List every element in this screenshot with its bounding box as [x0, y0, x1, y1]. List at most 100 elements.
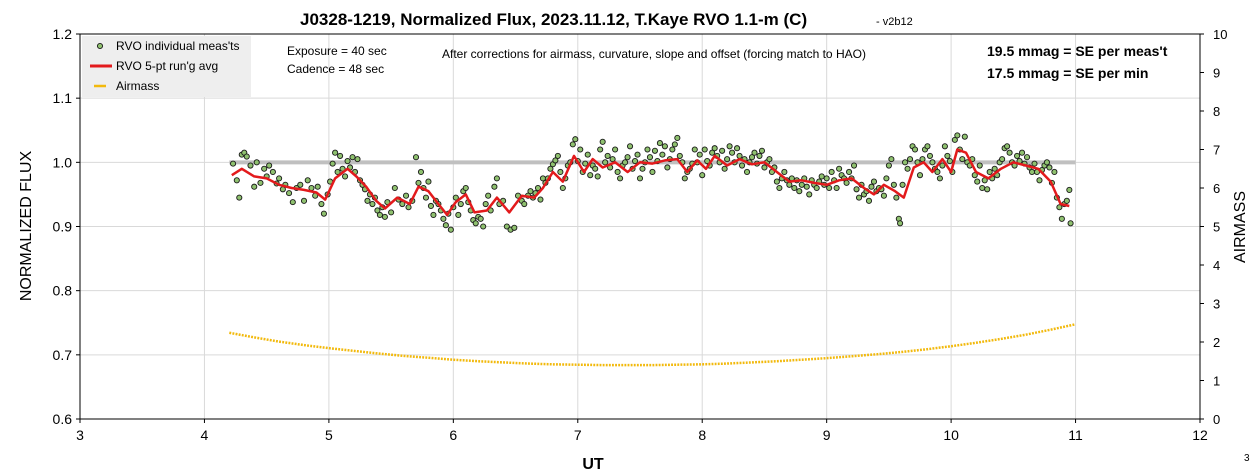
measurement-point: [828, 168, 835, 176]
measurement-point: [1028, 168, 1036, 176]
measurement-point: [332, 149, 339, 156]
measurement-point: [491, 183, 498, 190]
measurement-point: [388, 209, 395, 216]
y-axis-ticks: 0.6 0.7 0.8 0.9 1.0 1.1 1.2: [53, 26, 80, 427]
measurement-point: [440, 215, 447, 222]
measurement-point: [427, 202, 434, 210]
measurement-point: [289, 199, 296, 206]
measurement-point: [559, 184, 566, 192]
measurement-point: [462, 184, 469, 192]
measurement-point: [485, 192, 492, 199]
running-average-line: [231, 148, 1070, 217]
measurement-point: [402, 192, 410, 199]
y2-tick-label: 5: [1213, 220, 1220, 235]
measurement-point: [691, 146, 698, 153]
measurement-point: [751, 149, 758, 156]
measurement-point: [376, 211, 383, 218]
measurement-point: [602, 159, 609, 166]
measurement-point: [836, 165, 843, 172]
measurement-point: [304, 177, 311, 184]
measurement-point: [758, 147, 766, 154]
measurement-point: [870, 178, 878, 185]
measurement-point: [781, 168, 788, 176]
measurement-point: [644, 146, 651, 153]
measurement-point: [813, 184, 820, 192]
measurement-point: [646, 154, 654, 161]
measurement-point: [796, 188, 803, 195]
measurement-point: [243, 153, 250, 160]
measurement-point: [1004, 143, 1011, 150]
measurement-point: [639, 165, 646, 172]
measurement-point: [1006, 149, 1013, 156]
measurement-point: [902, 159, 909, 166]
measurement-point: [480, 223, 487, 230]
measurement-point: [636, 175, 644, 182]
measurement-point: [374, 207, 381, 214]
measurement-point: [1014, 152, 1021, 159]
measurement-point: [236, 194, 243, 201]
measurement-point: [926, 152, 934, 159]
measurement-point: [855, 194, 863, 201]
measurement-point: [999, 156, 1006, 163]
y2-tick-label: 6: [1213, 181, 1220, 196]
measurement-point: [734, 145, 741, 152]
se-per-measurement-note: 19.5 mmag = SE per meas't: [987, 43, 1168, 59]
measurement-point: [482, 200, 489, 208]
measurement-point: [442, 222, 449, 229]
measurement-point: [609, 156, 616, 163]
measurement-point: [557, 168, 564, 176]
measurement-point: [1056, 204, 1063, 211]
measurement-point: [721, 165, 728, 172]
measurement-point: [651, 147, 658, 154]
measurement-point: [984, 186, 991, 193]
measurement-point: [503, 223, 510, 230]
measurement-point: [890, 181, 897, 188]
chart-title: J0328-1219, Normalized Flux, 2023.11.12,…: [300, 10, 807, 29]
measurement-point: [726, 143, 733, 150]
measurement-point: [1036, 177, 1043, 184]
legend-dot-symbol: [96, 42, 104, 50]
measurement-point: [868, 183, 875, 190]
measurement-point: [417, 168, 425, 176]
measurement-point: [986, 168, 993, 176]
x-axis-ticks: 3 4 5 6 7 8 9 10 11 12: [76, 419, 1208, 443]
y-tick-label: 1.0: [53, 154, 73, 170]
measurement-point: [880, 192, 887, 199]
measurement-point: [719, 147, 726, 154]
measurement-point: [447, 226, 454, 233]
y2-axis-ticks: 0 1 2 3 4 5 6 7 8 9 10: [1200, 27, 1227, 427]
measurement-point: [617, 175, 624, 182]
measurement-point: [457, 200, 464, 208]
measurement-point: [701, 146, 708, 153]
measurement-point: [833, 184, 840, 192]
corrections-note: After corrections for airmass, curvature…: [442, 47, 866, 61]
y2-tick-label: 10: [1213, 27, 1227, 42]
exposure-note: Exposure = 40 sec: [287, 44, 387, 58]
measurement-point: [604, 152, 611, 159]
measurement-point: [276, 175, 283, 182]
y2-axis-label: AIRMASS: [1232, 191, 1249, 263]
measurement-point: [1023, 154, 1031, 161]
chart-version: - v2b12: [876, 16, 913, 28]
measurement-point: [251, 183, 258, 190]
measurement-point: [1018, 149, 1026, 156]
measurement-point: [477, 215, 484, 222]
measurement-point: [941, 143, 948, 150]
measurement-point: [676, 152, 683, 159]
measurement-point: [349, 154, 356, 161]
measurement-point: [253, 159, 260, 166]
measurement-point: [711, 145, 718, 152]
measurement-point: [823, 175, 830, 182]
measurement-point: [883, 175, 890, 182]
x-tick-label: 10: [943, 427, 959, 443]
measurement-point: [709, 149, 716, 156]
measurement-point: [337, 152, 344, 159]
measurement-point: [906, 156, 914, 163]
measurement-point: [1043, 159, 1050, 166]
measurement-point: [885, 162, 892, 169]
measurement-point: [1058, 215, 1065, 222]
measurement-point: [547, 165, 554, 172]
measurement-point: [405, 204, 412, 211]
y-tick-label: 1.1: [53, 90, 73, 106]
